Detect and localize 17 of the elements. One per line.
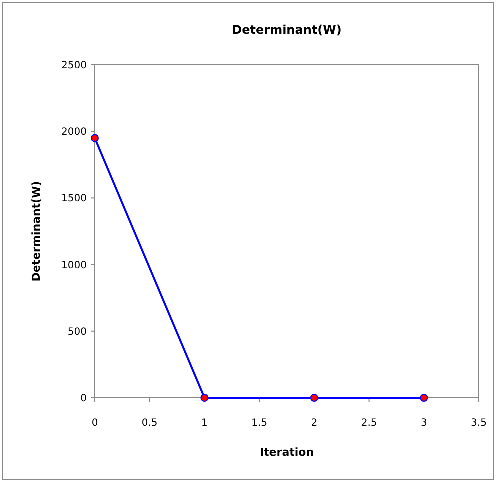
y-tick-label: 1000	[62, 260, 87, 272]
x-tick-label: 1	[202, 418, 208, 429]
y-axis-title: Determinant(W)	[30, 181, 43, 282]
y-tick-label: 2000	[62, 127, 87, 138]
chart-title: Determinant(W)	[232, 23, 342, 37]
x-tick-label: 0	[92, 418, 98, 429]
x-axis-title: Iteration	[260, 446, 314, 459]
y-tick-label: 2500	[62, 60, 87, 72]
y-tick-label: 1500	[62, 194, 87, 205]
y-tick-label: 0	[80, 394, 87, 404]
x-tick-label: 3	[420, 418, 428, 429]
y-tick-label: 500	[68, 326, 87, 338]
x-tick-label: 0.5	[142, 418, 158, 429]
x-tick-label: 2	[311, 418, 318, 429]
x-tick-label: 1.5	[252, 418, 268, 429]
x-tick-label: 3.5	[471, 418, 487, 429]
x-tick-label: 2.5	[361, 418, 378, 429]
